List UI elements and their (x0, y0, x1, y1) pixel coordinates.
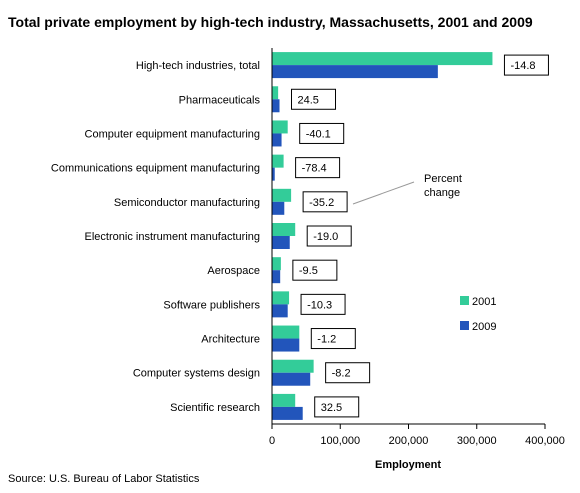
bar-2001-6 (272, 257, 281, 271)
bar-2009-0 (272, 65, 438, 79)
category-label: Semiconductor manufacturing (114, 197, 260, 209)
category-label: Software publishers (163, 299, 260, 311)
legend-swatch-2009 (460, 321, 469, 330)
percent-change-label: -10.3 (307, 299, 332, 311)
percent-change-box-3 (295, 157, 341, 179)
bar-2001-5 (272, 223, 296, 236)
x-axis-title: Employment (375, 459, 441, 471)
x-tick-labels: 0 100,000 200,000 300,000 400,000 (269, 424, 565, 447)
percent-change-box-0 (503, 54, 549, 76)
percent-change-box-2 (299, 122, 345, 144)
percent-change-box-6 (292, 259, 338, 281)
chart-title: Total private employment by high-tech in… (8, 14, 533, 30)
bar-2001-4 (272, 188, 292, 202)
percent-change-box-8 (310, 328, 356, 350)
category-label: High-tech industries, total (136, 60, 260, 72)
bar-2009-3 (272, 167, 275, 181)
percent-change-label: 24.5 (298, 94, 319, 106)
percent-change-labels: -14.8 24.5 -40.1 -78.4 -35.2 -19.0 -9.5 -10.3 -1… (291, 54, 549, 418)
percent-change-box-1 (291, 88, 337, 110)
percent-change-box-9 (325, 362, 371, 384)
legend-swatch-2001 (460, 296, 469, 305)
percent-change-label: -19.0 (313, 231, 338, 243)
category-label: Computer equipment manufacturing (85, 128, 260, 140)
annotation-line-2: change (424, 187, 460, 199)
percent-change-box-10 (314, 396, 360, 418)
category-label: Communications equipment manufacturing (51, 163, 260, 175)
bar-2001-3 (272, 154, 284, 168)
bar-2001-2 (272, 120, 288, 134)
bar-2009-1 (272, 99, 280, 113)
bar-2009-10 (272, 406, 303, 420)
percent-change-box-4 (302, 191, 348, 213)
annotation-pointer (352, 181, 415, 205)
legend-label: 2001 (472, 296, 496, 308)
bar-2001-8 (272, 325, 300, 339)
x-tick-label: 0 (269, 435, 275, 447)
bar-2009-8 (272, 338, 300, 352)
bar-2001-9 (272, 359, 314, 373)
category-label: Computer systems design (133, 368, 260, 380)
bar-2009-2 (272, 133, 282, 147)
bar-2009-5 (272, 236, 290, 249)
percent-change-label: -1.2 (317, 334, 336, 346)
bar-2009-7 (272, 304, 288, 318)
percent-change-box-5 (306, 225, 352, 247)
category-labels: High-tech industries, total Pharmaceutica… (51, 60, 261, 414)
legend: 2001 2009 (460, 296, 496, 333)
percent-change-annotation: Percent change (352, 173, 462, 205)
source-note: Source: U.S. Bureau of Labor Statistics (8, 473, 200, 485)
percent-change-label: -78.4 (302, 163, 327, 175)
category-label: Scientific research (170, 402, 260, 414)
percent-change-label: -40.1 (306, 128, 331, 140)
legend-label: 2009 (472, 321, 496, 333)
x-tick-label: 300,000 (457, 435, 497, 447)
x-tick-label: 200,000 (389, 435, 429, 447)
percent-change-label: -9.5 (299, 265, 318, 277)
bar-2009-4 (272, 201, 285, 215)
x-tick-label: 100,000 (320, 435, 360, 447)
category-label: Aerospace (207, 265, 260, 277)
percent-change-label: 32.5 (321, 402, 342, 414)
bar-2009-6 (272, 270, 281, 284)
category-label: Pharmaceuticals (179, 94, 261, 106)
percent-change-box-7 (300, 293, 346, 315)
percent-change-label: -14.8 (510, 60, 535, 72)
bar-2001-0 (272, 52, 493, 66)
bars-group (272, 52, 493, 420)
x-tick-label: 400,000 (525, 435, 565, 447)
category-label: Architecture (201, 334, 260, 346)
category-label: Electronic instrument manufacturing (85, 231, 260, 243)
bar-2009-9 (272, 372, 311, 386)
percent-change-label: -8.2 (332, 368, 351, 380)
bar-2001-10 (272, 393, 296, 407)
percent-change-label: -35.2 (309, 197, 334, 209)
bar-2001-1 (272, 86, 279, 100)
annotation-line-1: Percent (424, 173, 462, 185)
bar-2001-7 (272, 291, 290, 305)
